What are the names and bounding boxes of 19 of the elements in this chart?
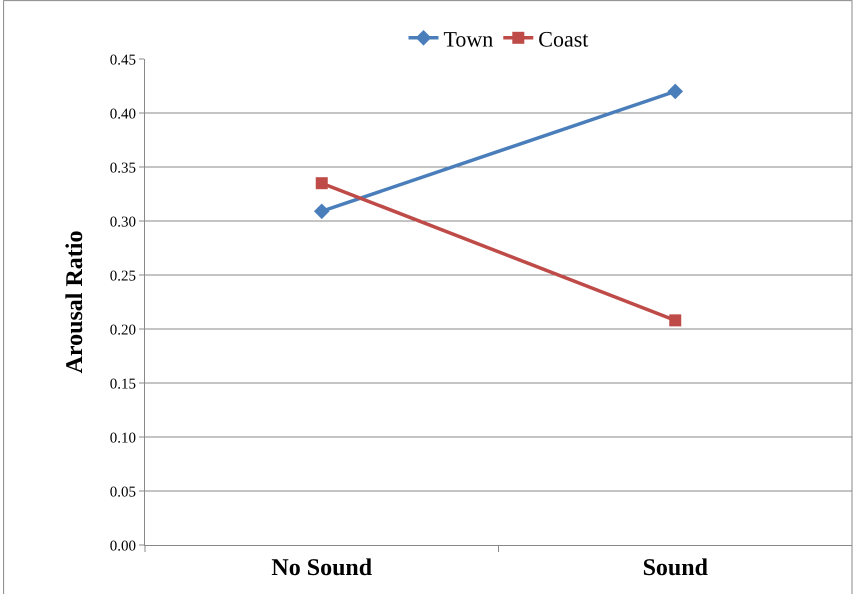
y-tick-label: 0.00 [110, 538, 136, 554]
point [669, 314, 682, 326]
x-tick-label: Sound [642, 554, 709, 581]
y-tick-label: 0.45 [110, 52, 136, 68]
y-tick-label: 0.30 [110, 214, 136, 230]
y-axis-title: Arousal Ratio [62, 230, 88, 374]
y-tick-label: 0.05 [110, 484, 136, 500]
y-tick-label: 0.10 [110, 430, 136, 446]
legend-label: Town [444, 26, 494, 52]
y-tick-label: 0.20 [110, 322, 136, 338]
y-tick-label: 0.40 [110, 106, 136, 122]
y-tick-label: 0.25 [110, 268, 136, 284]
y-tick-label: 0.15 [110, 376, 136, 392]
point [667, 84, 684, 100]
x-tick-label: No Sound [271, 554, 373, 581]
legend-label: Coast [538, 26, 588, 52]
point [316, 177, 328, 190]
y-tick-label: 0.35 [110, 160, 136, 176]
point [314, 203, 330, 220]
